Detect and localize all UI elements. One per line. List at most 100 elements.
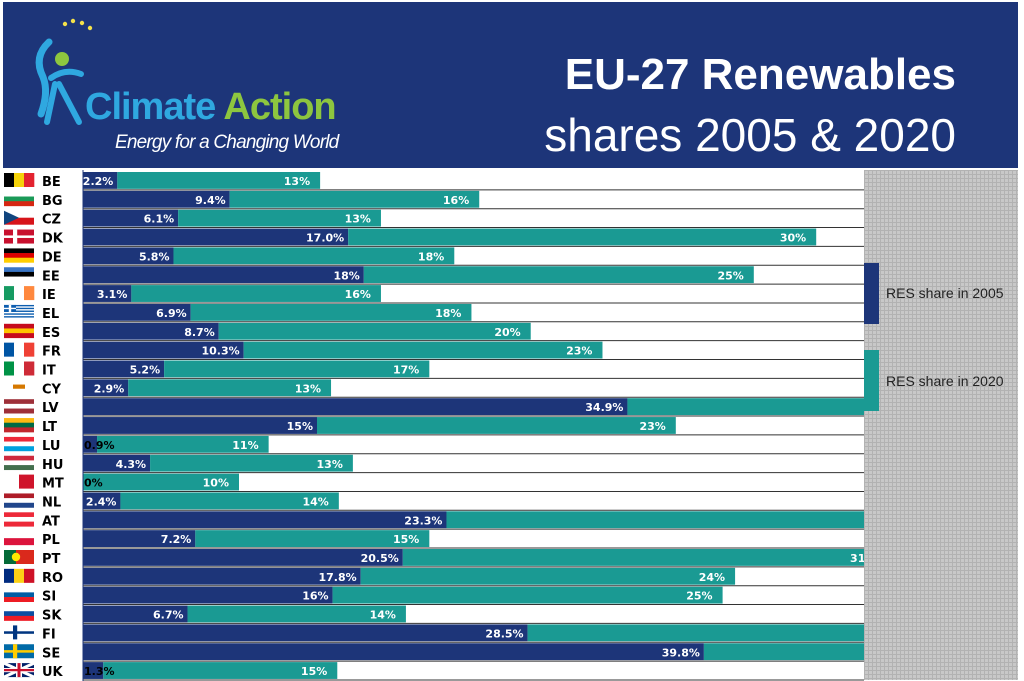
- bar-2005-ee: [83, 266, 364, 284]
- value-label-2020-ie: 16%: [345, 288, 371, 301]
- bar-2005-pl: [83, 530, 196, 547]
- bar-2005-es: [83, 322, 219, 340]
- flag-sk-icon: [4, 606, 34, 621]
- bar-2005-nl: [83, 492, 121, 510]
- flag-de-icon: [4, 248, 34, 263]
- chart-title-line2: shares 2005 & 2020: [544, 109, 956, 161]
- bar-2020-ie: [131, 285, 381, 302]
- header-banner: Climate Action Energy for a Changing Wor…: [3, 2, 1018, 168]
- legend-swatch-2005: [864, 263, 879, 324]
- flag-pl-icon: [4, 531, 34, 546]
- category-label-lu: LU: [42, 439, 60, 454]
- category-label-el: EL: [42, 307, 59, 322]
- flag-at-icon: [4, 512, 34, 527]
- chart-title-line1: EU-27 Renewables: [564, 50, 956, 99]
- bar-2005-ro: [83, 567, 361, 585]
- value-label-2020-es: 20%: [494, 326, 520, 339]
- value-label-2005-lt: 15%: [287, 420, 313, 433]
- value-label-2005-sk: 6.7%: [153, 609, 184, 622]
- bar-2020-de: [173, 247, 455, 265]
- value-label-2020-nl: 14%: [302, 495, 328, 508]
- logo-name-part2: Action: [223, 86, 336, 128]
- bar-2020-fi: [527, 624, 864, 642]
- value-label-2005-fr: 10.3%: [202, 345, 240, 358]
- value-label-2005-pl: 7.2%: [161, 533, 192, 546]
- flag-it-icon: [4, 361, 35, 376]
- flag-si-icon: [4, 587, 34, 602]
- value-label-2005-at: 23.3%: [404, 514, 442, 527]
- value-label-2020-de: 18%: [418, 250, 444, 263]
- category-label-cy: CY: [42, 382, 62, 397]
- logo-tagline: Energy for a Changing World: [115, 132, 339, 153]
- category-label-fi: FI: [42, 627, 56, 642]
- category-label-de: DE: [42, 250, 62, 265]
- flag-pt-icon: [4, 550, 34, 564]
- category-label-pt: PT: [42, 552, 61, 567]
- climate-action-logo: [35, 18, 93, 125]
- flag-dk-icon: [4, 229, 34, 244]
- flag-el-icon: [4, 304, 34, 318]
- category-label-cz: CZ: [42, 213, 61, 228]
- flag-es-icon: [4, 323, 34, 339]
- bar-2005-cz: [83, 209, 179, 227]
- bar-2005-be: [83, 172, 118, 189]
- bar-2005-si: [83, 586, 333, 604]
- category-label-si: SI: [42, 590, 56, 605]
- bar-2005-lt: [83, 417, 317, 434]
- logo-name: Climate Action: [85, 86, 337, 129]
- value-label-2005-cy: 2.9%: [94, 382, 125, 395]
- legend-swatch-2020: [864, 350, 879, 411]
- value-label-2020-si: 25%: [686, 590, 712, 603]
- value-label-2005-el: 6.9%: [156, 307, 187, 320]
- category-label-be: BE: [42, 175, 61, 190]
- value-label-2005-lu: 0.9%: [84, 439, 115, 452]
- category-label-lv: LV: [42, 401, 59, 416]
- value-label-2005-pt: 20.5%: [361, 552, 399, 565]
- bar-2020-ee: [363, 266, 754, 284]
- flag-nl-icon: [4, 493, 34, 508]
- bar-2020-pt: [402, 549, 864, 566]
- bar-chart: BE 2.2% 13% BG 9.4% 16% CZ 6.1% 13% DK 17.0% 30% DE 5…: [3, 170, 864, 681]
- flag-lt-icon: [4, 418, 34, 433]
- flag-cz-icon: [4, 210, 34, 225]
- value-label-2020-hu: 13%: [317, 458, 343, 471]
- logo-name-part1: Climate: [85, 86, 224, 128]
- value-label-2005-de: 5.8%: [139, 250, 170, 263]
- bar-2020-cz: [178, 209, 381, 227]
- value-label-2005-it: 5.2%: [130, 364, 161, 377]
- bar-2005-lu: [83, 435, 98, 453]
- bar-2020-se: [703, 643, 864, 661]
- value-label-2020-be: 13%: [284, 175, 310, 188]
- bar-2020-it: [164, 360, 430, 378]
- category-label-nl: NL: [42, 495, 61, 510]
- flag-ee-icon: [4, 267, 34, 282]
- value-label-2005-si: 16%: [302, 590, 328, 603]
- category-label-ie: IE: [42, 288, 56, 303]
- bar-2020-be: [117, 172, 321, 189]
- bar-2005-ie: [83, 285, 132, 302]
- value-label-2020-lt: 23%: [639, 420, 665, 433]
- value-label-2020-pt: 31%: [850, 552, 864, 565]
- category-label-mt: MT: [42, 477, 64, 492]
- value-label-2020-uk: 15%: [301, 665, 327, 678]
- value-label-2020-bg: 16%: [443, 194, 469, 207]
- bar-2020-dk: [348, 228, 817, 246]
- value-label-2020-mt: 10%: [203, 477, 229, 490]
- category-label-ee: EE: [42, 269, 60, 284]
- value-label-2020-ro: 24%: [699, 571, 725, 584]
- flag-lv-icon: [4, 399, 34, 414]
- value-label-2020-pl: 15%: [393, 533, 419, 546]
- bar-2005-bg: [83, 190, 230, 208]
- bar-2005-sk: [83, 605, 188, 623]
- category-label-fr: FR: [42, 345, 61, 360]
- value-label-2005-es: 8.7%: [184, 326, 215, 339]
- flag-se-icon: [4, 644, 34, 659]
- category-label-sk: SK: [42, 609, 62, 624]
- flag-be-icon: [4, 173, 35, 187]
- value-label-2020-ee: 25%: [717, 269, 743, 282]
- value-label-2020-lu: 11%: [232, 439, 258, 452]
- flag-cy-icon: [4, 380, 34, 395]
- flag-fi-icon: [4, 625, 34, 640]
- legend-label-2005: RES share in 2005: [886, 285, 1004, 301]
- category-label-dk: DK: [42, 232, 64, 247]
